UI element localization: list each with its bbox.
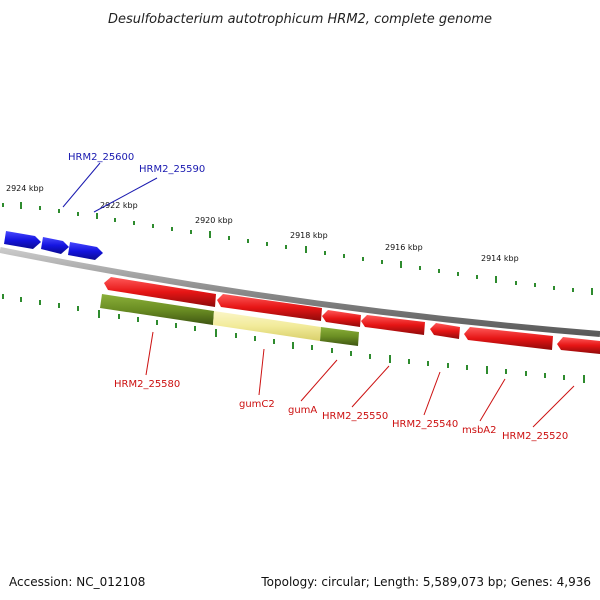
upper-tick-track: [2, 202, 593, 295]
callout-line: [258, 348, 265, 396]
callout-line: [145, 331, 154, 376]
gene-arrow-reverse[interactable]: [104, 277, 216, 307]
genome-summary-text: Topology: circular; Length: 5,589,073 bp…: [260, 575, 591, 589]
gene-label[interactable]: msbA2: [462, 425, 497, 436]
highlight-segment[interactable]: [100, 294, 214, 325]
gene-label[interactable]: HRM2_25520: [502, 431, 568, 442]
kbp-label: 2920 kbp: [195, 216, 233, 225]
kbp-label: 2916 kbp: [385, 243, 423, 252]
map-title: Desulfobacterium autotrophicum HRM2, com…: [108, 12, 492, 27]
callout-line: [351, 365, 390, 408]
gene-arrow-reverse[interactable]: [322, 310, 361, 327]
gene-arrow-forward[interactable]: [41, 237, 69, 254]
gene-arrow-reverse[interactable]: [430, 323, 460, 339]
highlight-segment[interactable]: [213, 311, 321, 341]
callout-line: [62, 162, 101, 208]
callout-line: [93, 177, 158, 213]
gene-label[interactable]: HRM2_25550: [322, 411, 388, 422]
gene-arrow-forward[interactable]: [68, 242, 103, 260]
highlight-segment[interactable]: [320, 327, 359, 346]
accession-text: Accession: NC_012108: [9, 575, 145, 589]
gene-arrow-reverse[interactable]: [464, 327, 553, 350]
reverse-strand-genes: [104, 277, 600, 354]
kbp-label: 2918 kbp: [290, 231, 328, 240]
highlight-band: [100, 294, 359, 346]
forward-strand-genes: [4, 231, 103, 260]
callout-lines: [62, 162, 575, 428]
kbp-label: 2924 kbp: [6, 184, 44, 193]
gene-arrow-reverse[interactable]: [557, 337, 600, 354]
gene-arrow-forward[interactable]: [4, 231, 41, 249]
callout-line: [300, 359, 338, 402]
callout-line: [479, 378, 506, 422]
callout-line: [423, 371, 441, 416]
gene-label[interactable]: gumC2: [239, 399, 275, 410]
lower-tick-track: [2, 294, 585, 383]
gene-arrow-reverse[interactable]: [217, 294, 322, 321]
genome-backbone: [0, 247, 600, 337]
gene-label[interactable]: gumA: [288, 405, 317, 416]
gene-label[interactable]: HRM2_25580: [114, 379, 180, 390]
gene-label[interactable]: HRM2_25540: [392, 419, 458, 430]
kbp-label: 2914 kbp: [481, 254, 519, 263]
kbp-label: 2922 kbp: [100, 201, 138, 210]
gene-label[interactable]: HRM2_25600: [68, 152, 134, 163]
gene-label[interactable]: HRM2_25590: [139, 164, 205, 175]
gene-arrow-reverse[interactable]: [361, 315, 425, 335]
callout-line: [532, 385, 575, 428]
